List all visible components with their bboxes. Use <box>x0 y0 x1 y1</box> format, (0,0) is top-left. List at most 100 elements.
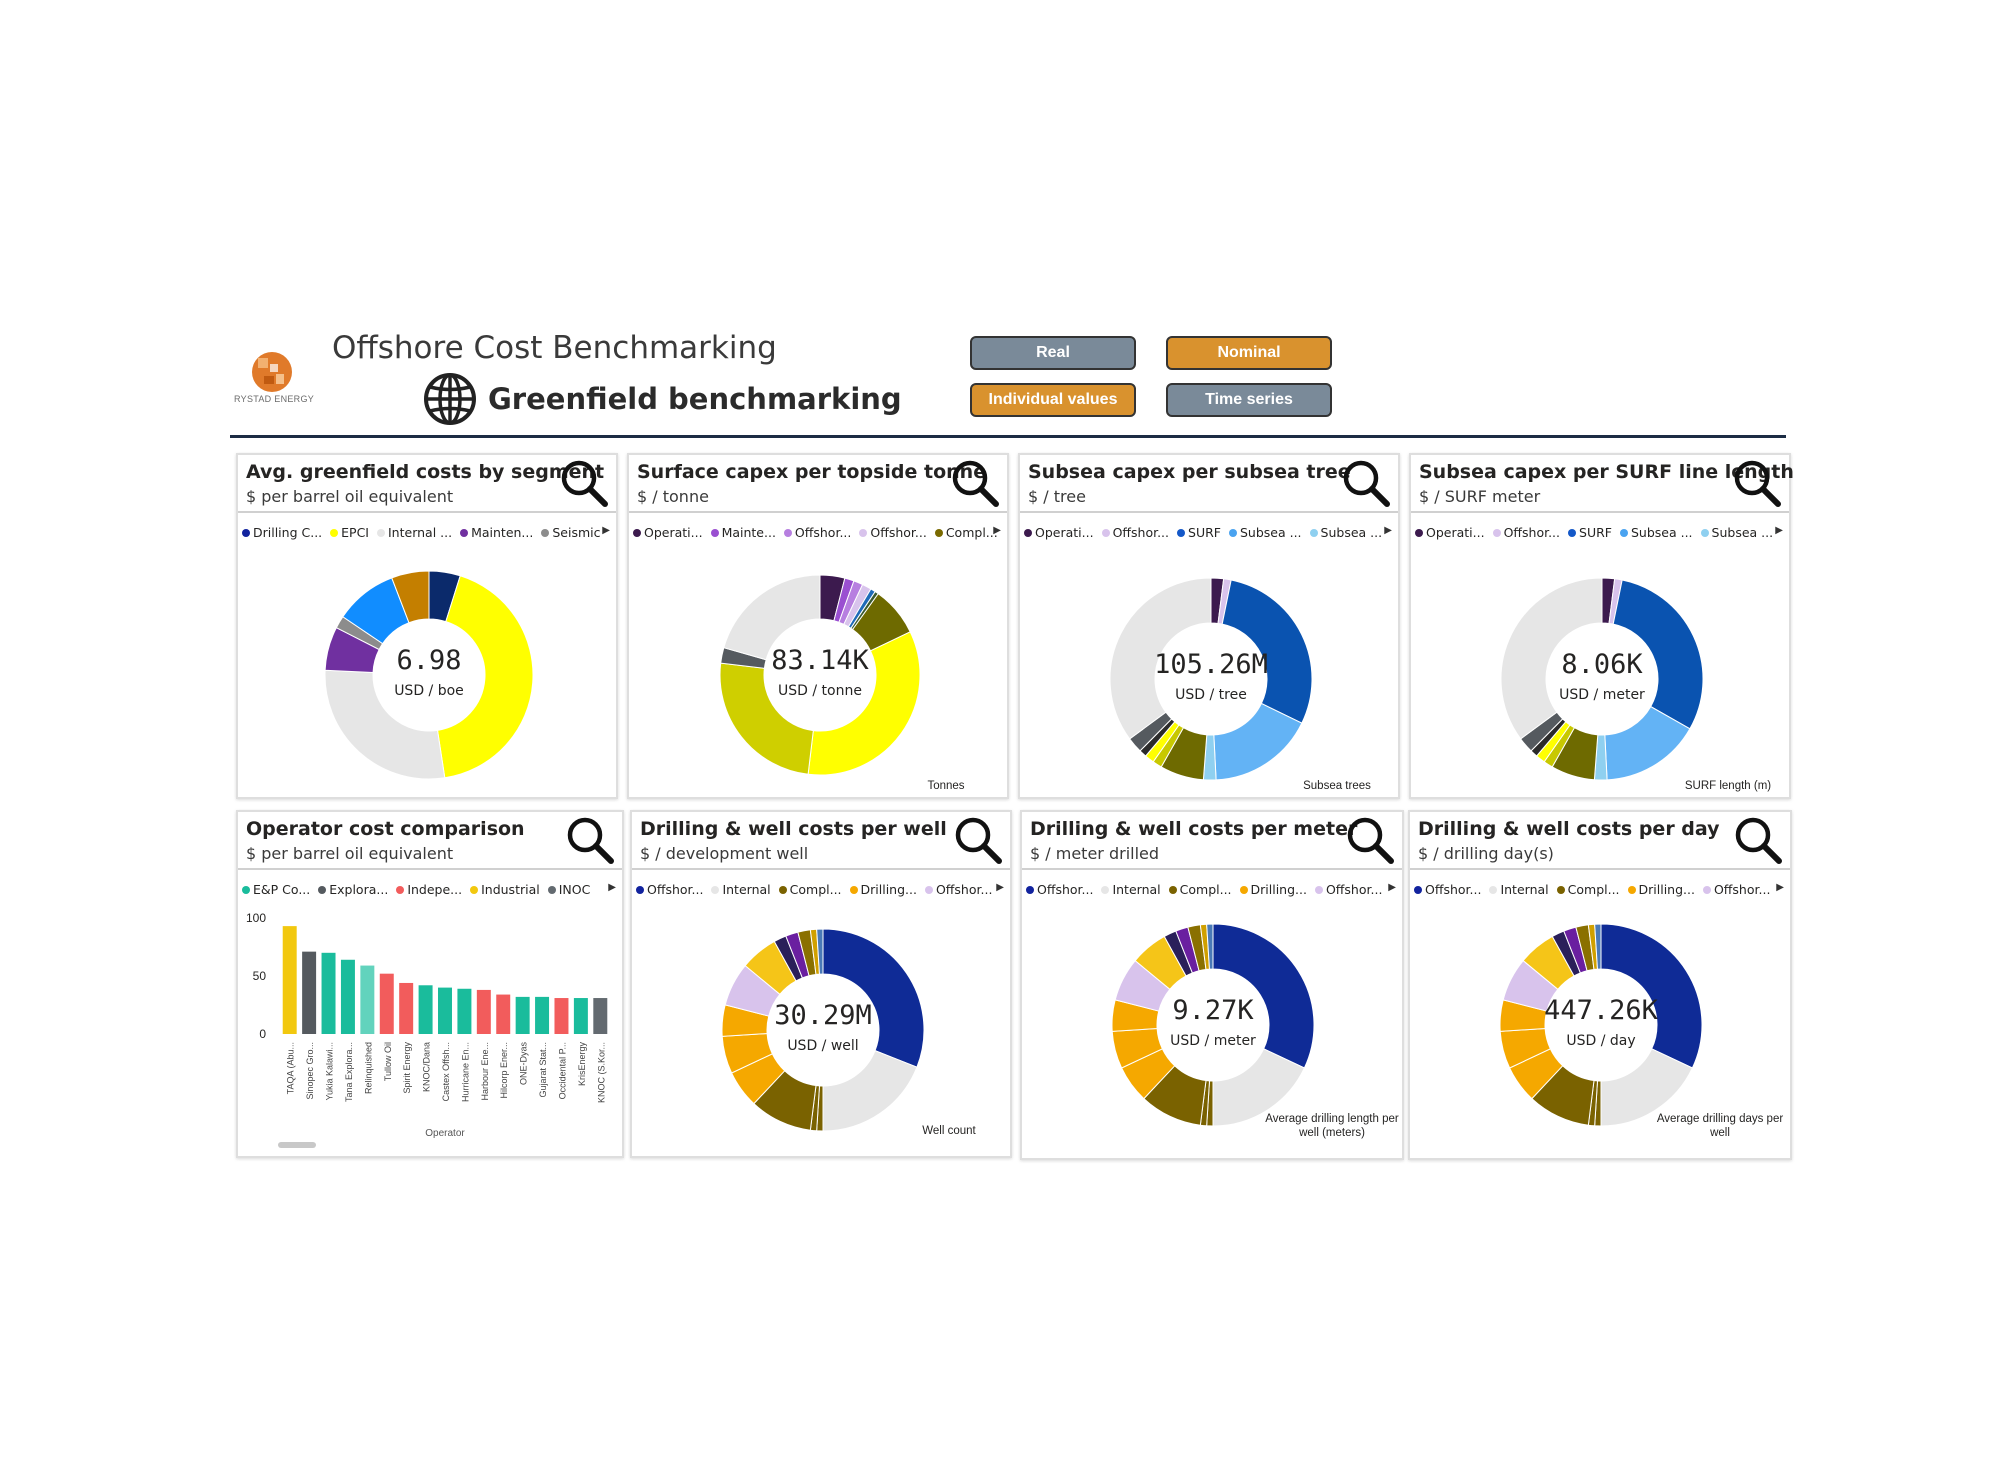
magnify-icon[interactable] <box>1344 814 1396 866</box>
bar[interactable] <box>360 965 375 1034</box>
kpi-unit: USD / meter <box>1170 1033 1256 1049</box>
legend-item[interactable]: Subsea ... <box>1228 525 1302 540</box>
legend-label: Operati... <box>1426 525 1485 540</box>
real-button[interactable]: Real <box>970 336 1136 370</box>
bar[interactable] <box>321 952 336 1034</box>
legend-item[interactable]: Drilling... <box>849 882 917 897</box>
bar[interactable] <box>593 998 608 1034</box>
legend-item[interactable]: EPCI <box>330 525 369 540</box>
donut-slice[interactable] <box>391 570 430 624</box>
legend-item[interactable]: Offshor... <box>1314 882 1382 897</box>
bar[interactable] <box>496 994 511 1034</box>
donut-slice[interactable] <box>807 631 921 776</box>
legend-item[interactable]: Internal <box>711 882 771 897</box>
legend-item[interactable]: Compl... <box>778 882 842 897</box>
donut-slice[interactable] <box>324 669 446 780</box>
magnify-icon[interactable] <box>1732 814 1784 866</box>
legend-item[interactable]: Subsea ... <box>1619 525 1693 540</box>
legend-item[interactable]: SURF <box>1177 525 1221 540</box>
legend-item[interactable]: INOC <box>547 882 590 897</box>
donut-slice[interactable] <box>822 1049 918 1132</box>
legend-item[interactable]: Offshor... <box>1414 882 1481 897</box>
legend-next-icon[interactable]: ▶ <box>1388 882 1396 893</box>
nominal-button[interactable]: Nominal <box>1166 336 1332 370</box>
bar[interactable] <box>515 996 530 1034</box>
legend-item[interactable]: Mainten... <box>460 525 533 540</box>
legend-item[interactable]: Drilling... <box>1239 882 1307 897</box>
bar[interactable] <box>340 959 355 1034</box>
legend-item[interactable]: Operati... <box>1415 525 1485 540</box>
donut-slice[interactable] <box>1221 579 1313 724</box>
donut-slice[interactable] <box>723 574 821 661</box>
legend-item[interactable]: Offshor... <box>1492 525 1560 540</box>
legend-item[interactable]: Internal <box>1489 882 1549 897</box>
legend-item[interactable]: Subsea ... <box>1309 525 1382 540</box>
legend-item[interactable]: Industrial <box>470 882 540 897</box>
donut-slice[interactable] <box>1594 923 1602 970</box>
legend-item[interactable]: Offshor... <box>1026 882 1093 897</box>
time-series-button[interactable]: Time series <box>1166 383 1332 417</box>
donut-slice[interactable] <box>719 662 814 775</box>
donut-slice[interactable] <box>1600 923 1703 1069</box>
legend-next-icon[interactable]: ▶ <box>1775 525 1783 536</box>
magnify-icon[interactable] <box>949 457 1001 509</box>
legend-item[interactable]: Offshor... <box>924 882 992 897</box>
donut-slice[interactable] <box>1212 923 1315 1069</box>
legend-item[interactable]: Offshor... <box>859 525 927 540</box>
donut-slice[interactable] <box>436 575 534 779</box>
bar[interactable] <box>573 998 588 1034</box>
legend-item[interactable]: Offshor... <box>783 525 851 540</box>
magnify-icon[interactable] <box>952 814 1004 866</box>
bar[interactable] <box>399 982 414 1034</box>
legend-item[interactable]: Subsea ... <box>1700 525 1773 540</box>
donut-chart <box>721 928 925 1132</box>
legend-item[interactable]: Compl... <box>934 525 998 540</box>
legend-next-icon[interactable]: ▶ <box>996 882 1004 893</box>
donut-slice[interactable] <box>822 928 925 1068</box>
donut-slice[interactable] <box>1206 923 1214 970</box>
magnify-icon[interactable] <box>1340 457 1392 509</box>
legend-item[interactable]: SURF <box>1568 525 1612 540</box>
magnify-icon[interactable] <box>558 457 610 509</box>
donut-slice[interactable] <box>1612 579 1704 730</box>
legend-item[interactable]: Indepe... <box>396 882 462 897</box>
legend-next-icon[interactable]: ▶ <box>993 525 1001 536</box>
bar[interactable] <box>418 985 433 1034</box>
bar[interactable] <box>379 973 394 1034</box>
legend-item[interactable]: Operati... <box>633 525 703 540</box>
legend-item[interactable]: Offshor... <box>1702 882 1770 897</box>
card-subtitle: $ / drilling day(s) <box>1418 844 1554 863</box>
legend-item[interactable]: Compl... <box>1168 882 1232 897</box>
legend-item[interactable]: Offshor... <box>636 882 703 897</box>
bar[interactable] <box>282 926 297 1034</box>
legend-item[interactable]: Mainte... <box>710 525 776 540</box>
legend-item[interactable]: Internal <box>1101 882 1161 897</box>
legend-item[interactable]: Drilling C... <box>242 525 322 540</box>
legend-item[interactable]: Operati... <box>1024 525 1094 540</box>
legend-item[interactable]: Compl... <box>1556 882 1620 897</box>
bar[interactable] <box>457 988 472 1034</box>
legend-item[interactable]: Explora... <box>318 882 388 897</box>
magnify-icon[interactable] <box>1731 457 1783 509</box>
horizontal-scrollbar[interactable] <box>278 1142 316 1148</box>
bar[interactable] <box>302 951 317 1034</box>
legend-item[interactable]: E&P Co... <box>242 882 310 897</box>
legend-item[interactable]: Internal ... <box>377 525 452 540</box>
legend-next-icon[interactable]: ▶ <box>602 525 610 536</box>
bar[interactable] <box>535 996 550 1034</box>
donut-slice[interactable] <box>816 928 824 975</box>
legend-label: Drilling... <box>1638 882 1695 897</box>
bar[interactable] <box>554 998 569 1034</box>
bar[interactable] <box>438 987 452 1034</box>
magnify-icon[interactable] <box>564 814 616 866</box>
bar[interactable] <box>476 989 491 1034</box>
donut-slice[interactable] <box>1109 577 1212 740</box>
individual-values-button[interactable]: Individual values <box>970 383 1136 417</box>
legend-item[interactable]: Seismic <box>541 525 601 540</box>
legend-item[interactable]: Drilling... <box>1627 882 1695 897</box>
legend-next-icon[interactable]: ▶ <box>1776 882 1784 893</box>
donut-slice[interactable] <box>1500 577 1603 740</box>
legend-next-icon[interactable]: ▶ <box>608 882 616 893</box>
legend-item[interactable]: Offshor... <box>1101 525 1169 540</box>
legend-next-icon[interactable]: ▶ <box>1384 525 1392 536</box>
